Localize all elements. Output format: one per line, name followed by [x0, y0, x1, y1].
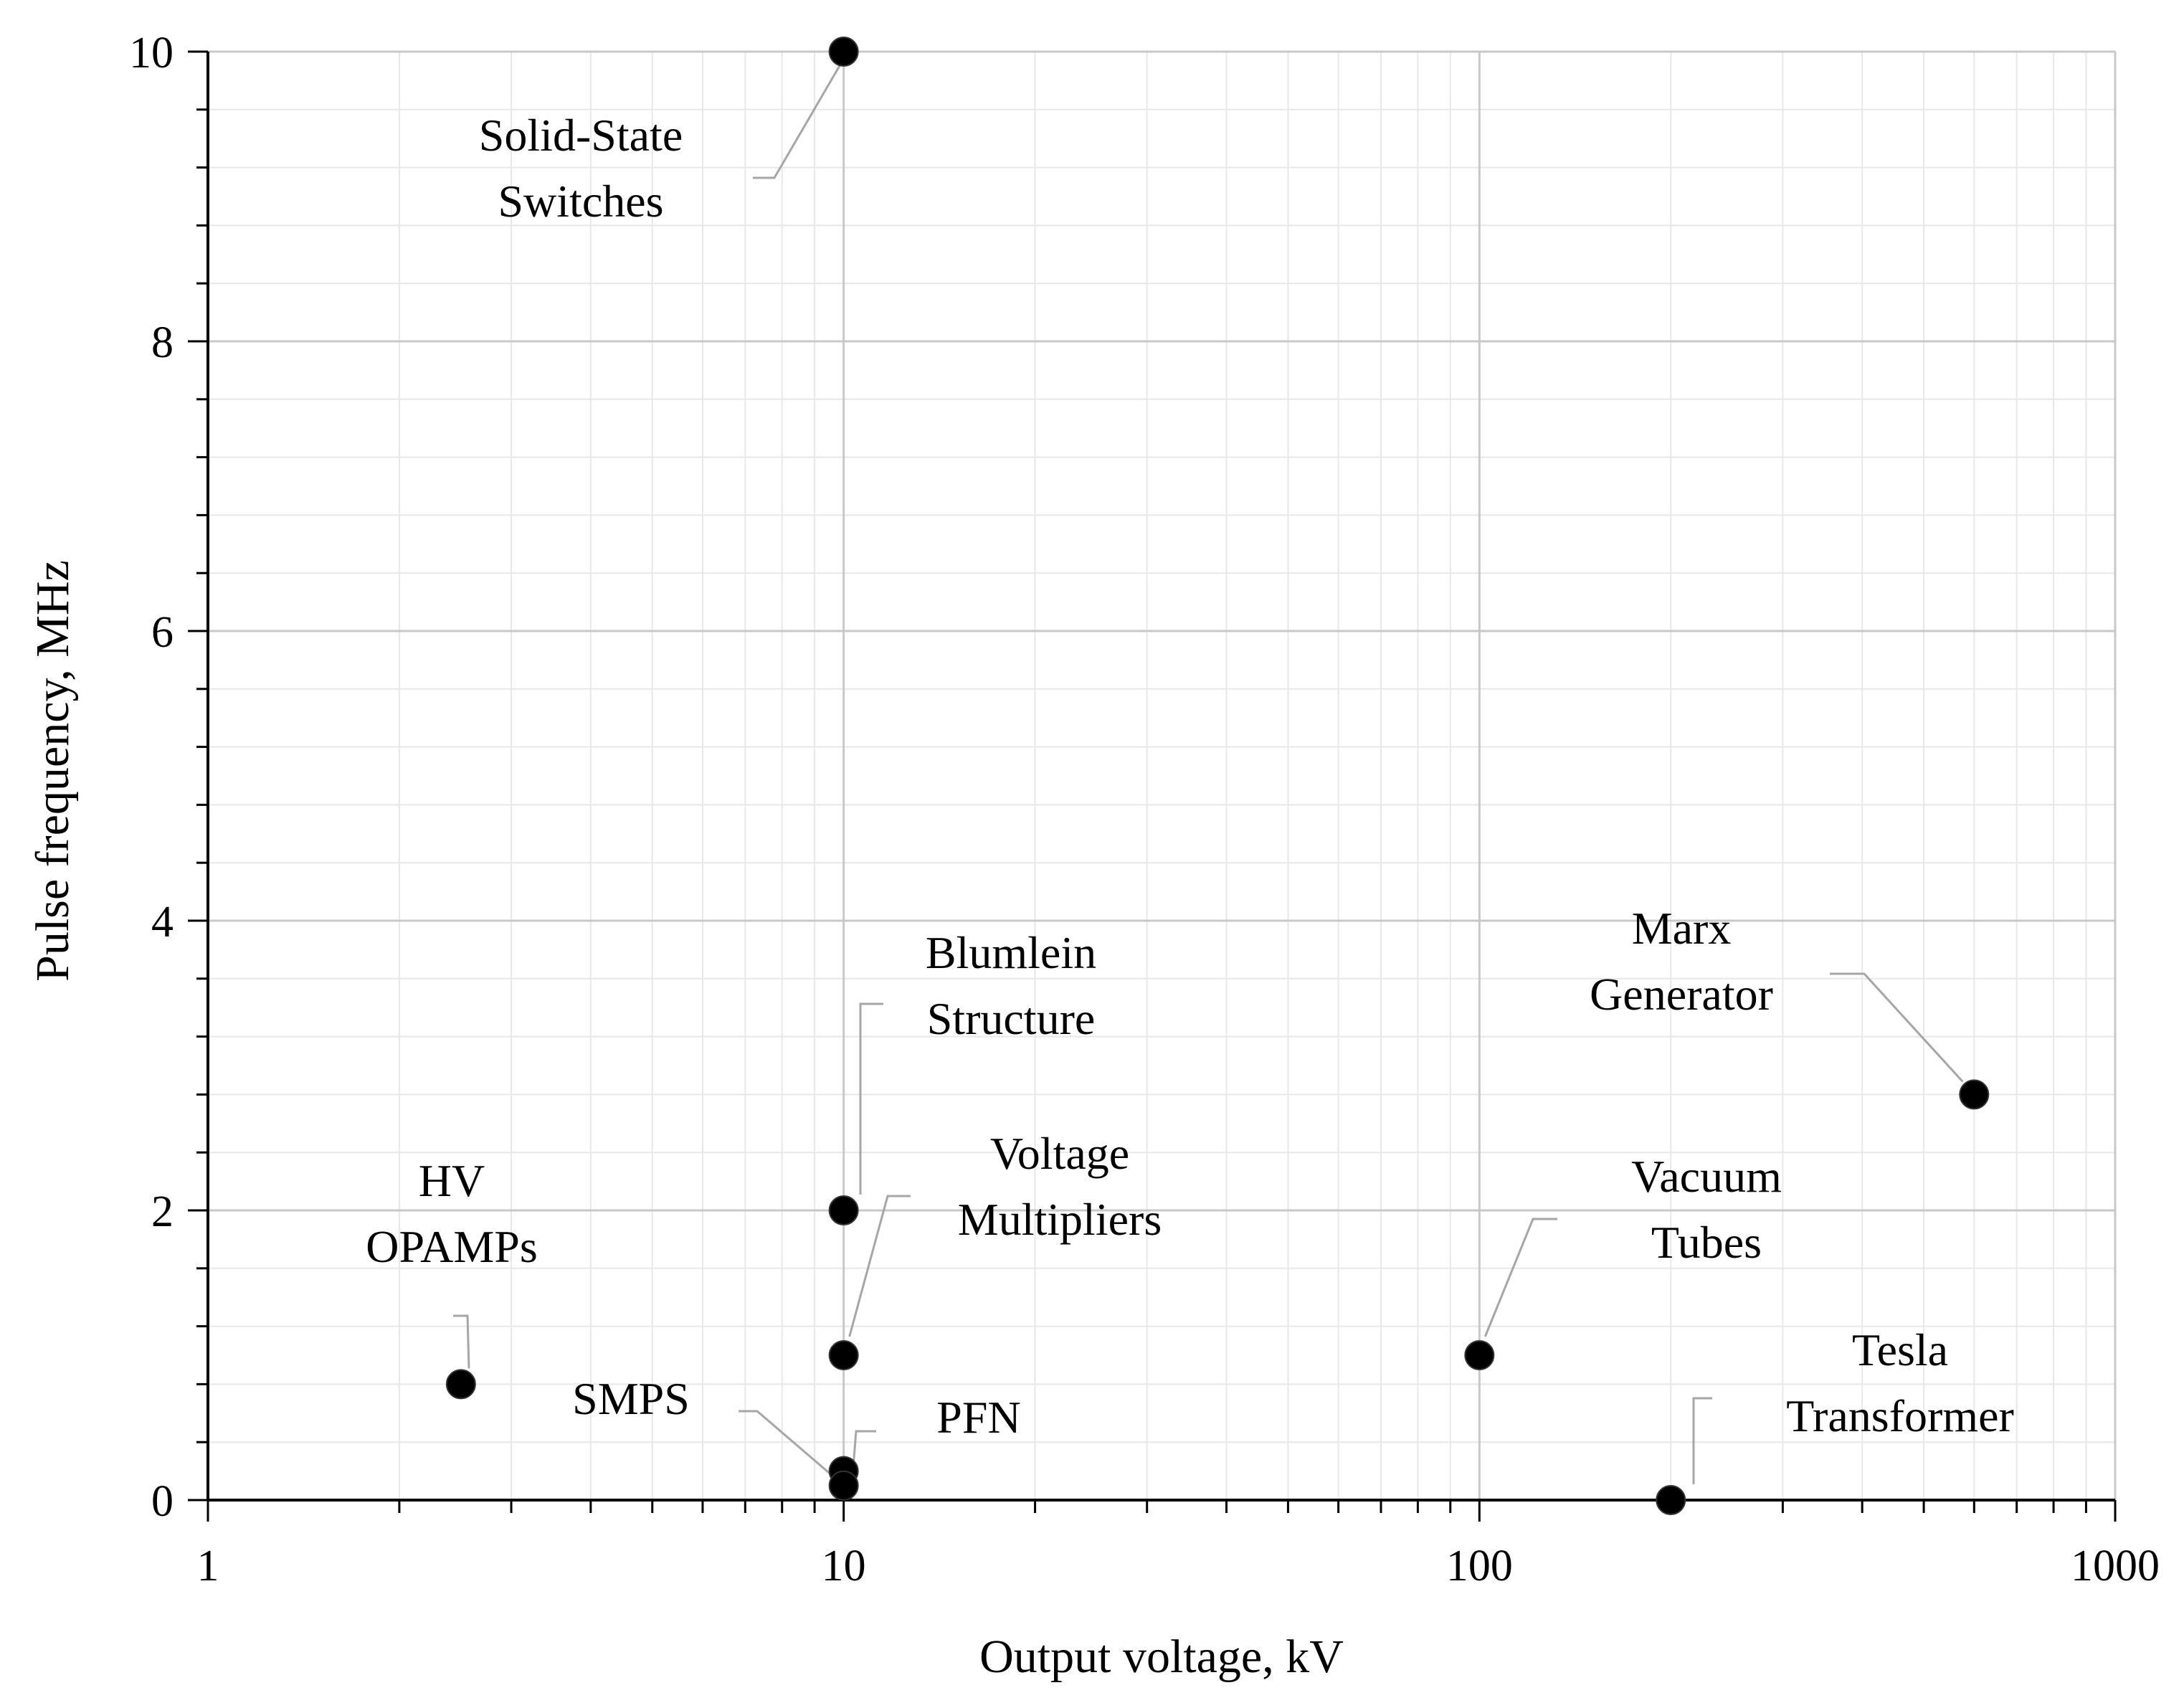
data-label: SMPS — [572, 1373, 690, 1424]
leader-line — [739, 1410, 833, 1476]
data-point — [828, 1470, 859, 1501]
y-tick-label: 0 — [151, 1477, 174, 1526]
data-label: PFN — [936, 1392, 1020, 1443]
data-label: Transformer — [1786, 1390, 2014, 1441]
data-label: Blumlein — [926, 927, 1096, 978]
x-tick-label: 1000 — [2071, 1542, 2160, 1590]
point-labels: Solid-State Switches Blumlein Structure Volt… — [366, 110, 2014, 1443]
data-label: Multipliers — [958, 1194, 1162, 1245]
x-tick-label: 1 — [197, 1542, 219, 1590]
data-point — [1464, 1340, 1495, 1370]
leader-line — [859, 1002, 883, 1195]
leader-line — [848, 1195, 911, 1337]
data-point — [1656, 1485, 1686, 1515]
data-label: Tubes — [1651, 1217, 1762, 1268]
data-label: Structure — [927, 993, 1096, 1044]
data-point — [828, 1195, 859, 1225]
y-tick-label: 2 — [151, 1187, 174, 1236]
leader-line — [453, 1314, 470, 1369]
y-tick-label: 4 — [151, 898, 174, 947]
y-tick-label: 6 — [151, 608, 174, 657]
data-point — [1959, 1079, 1990, 1110]
data-label: Tesla — [1852, 1324, 1948, 1375]
data-label: Vacuum — [1631, 1151, 1782, 1202]
y-tick-label: 8 — [151, 318, 174, 367]
data-points — [445, 37, 1990, 1515]
grid — [206, 50, 2117, 1502]
leader-line — [1830, 972, 1964, 1083]
data-point — [828, 37, 859, 67]
data-point — [828, 1340, 859, 1370]
leader-line — [1692, 1397, 1712, 1484]
x-tick-label: 100 — [1446, 1542, 1513, 1590]
data-label: Generator — [1590, 969, 1773, 1020]
data-label: OPAMPs — [366, 1221, 538, 1272]
data-label: Switches — [498, 176, 663, 227]
y-axis-title: Pulse frequency, MHz — [27, 560, 79, 982]
data-label: Marx — [1632, 903, 1732, 954]
data-point — [445, 1369, 476, 1400]
data-label: Voltage — [990, 1128, 1129, 1179]
axes: 0 2 4 6 8 10 1 10 100 1000 — [129, 29, 2160, 1590]
leader-line — [1483, 1218, 1557, 1337]
leader-line — [853, 1430, 876, 1461]
data-label: Solid-State — [479, 110, 683, 161]
x-tick-label: 10 — [822, 1542, 866, 1590]
leader-lines — [453, 58, 1964, 1484]
y-tick-label: 10 — [129, 29, 174, 77]
x-axis-title: Output voltage, kV — [979, 1631, 1344, 1683]
data-label: HV — [419, 1155, 485, 1206]
leader-line — [753, 58, 845, 179]
